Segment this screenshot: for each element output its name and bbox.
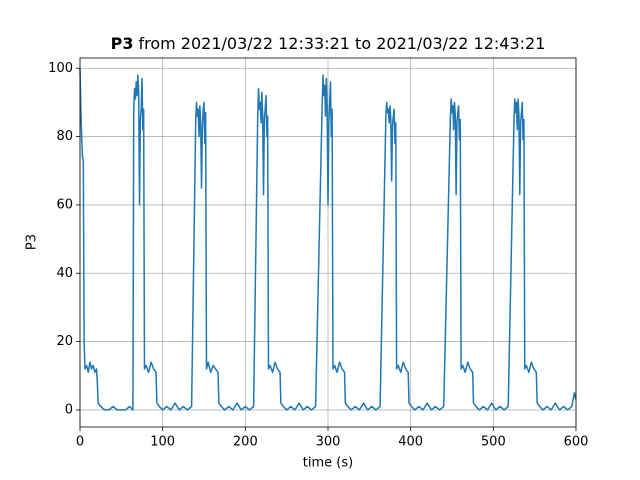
y-tick-label: 100: [48, 61, 73, 76]
x-tick-label: 500: [481, 435, 506, 450]
x-tick-label: 300: [316, 435, 341, 450]
data-line: [79, 68, 577, 411]
chart-title-group: P3 from 2021/03/22 12:33:21 to 2021/03/22…: [111, 34, 546, 53]
x-tick-label: 200: [233, 435, 258, 450]
y-tick-label: 60: [56, 197, 73, 212]
x-tick-label: 600: [564, 435, 589, 450]
y-axis-label: P3: [25, 234, 40, 250]
y-tick-label: 20: [56, 334, 73, 349]
plot-frame: [79, 57, 577, 428]
x-tick-label: 100: [150, 435, 175, 450]
y-tick-label: 80: [56, 129, 73, 144]
x-tick-label: 0: [76, 435, 84, 450]
x-tick-label: 400: [398, 435, 423, 450]
chart-title-bold: P3: [111, 34, 134, 53]
y-tick-label: 40: [56, 266, 73, 281]
x-axis-label: time (s): [303, 456, 353, 471]
y-tick-label: 0: [65, 402, 73, 417]
chart-title: from 2021/03/22 12:33:21 to 2021/03/22 1…: [138, 34, 545, 53]
